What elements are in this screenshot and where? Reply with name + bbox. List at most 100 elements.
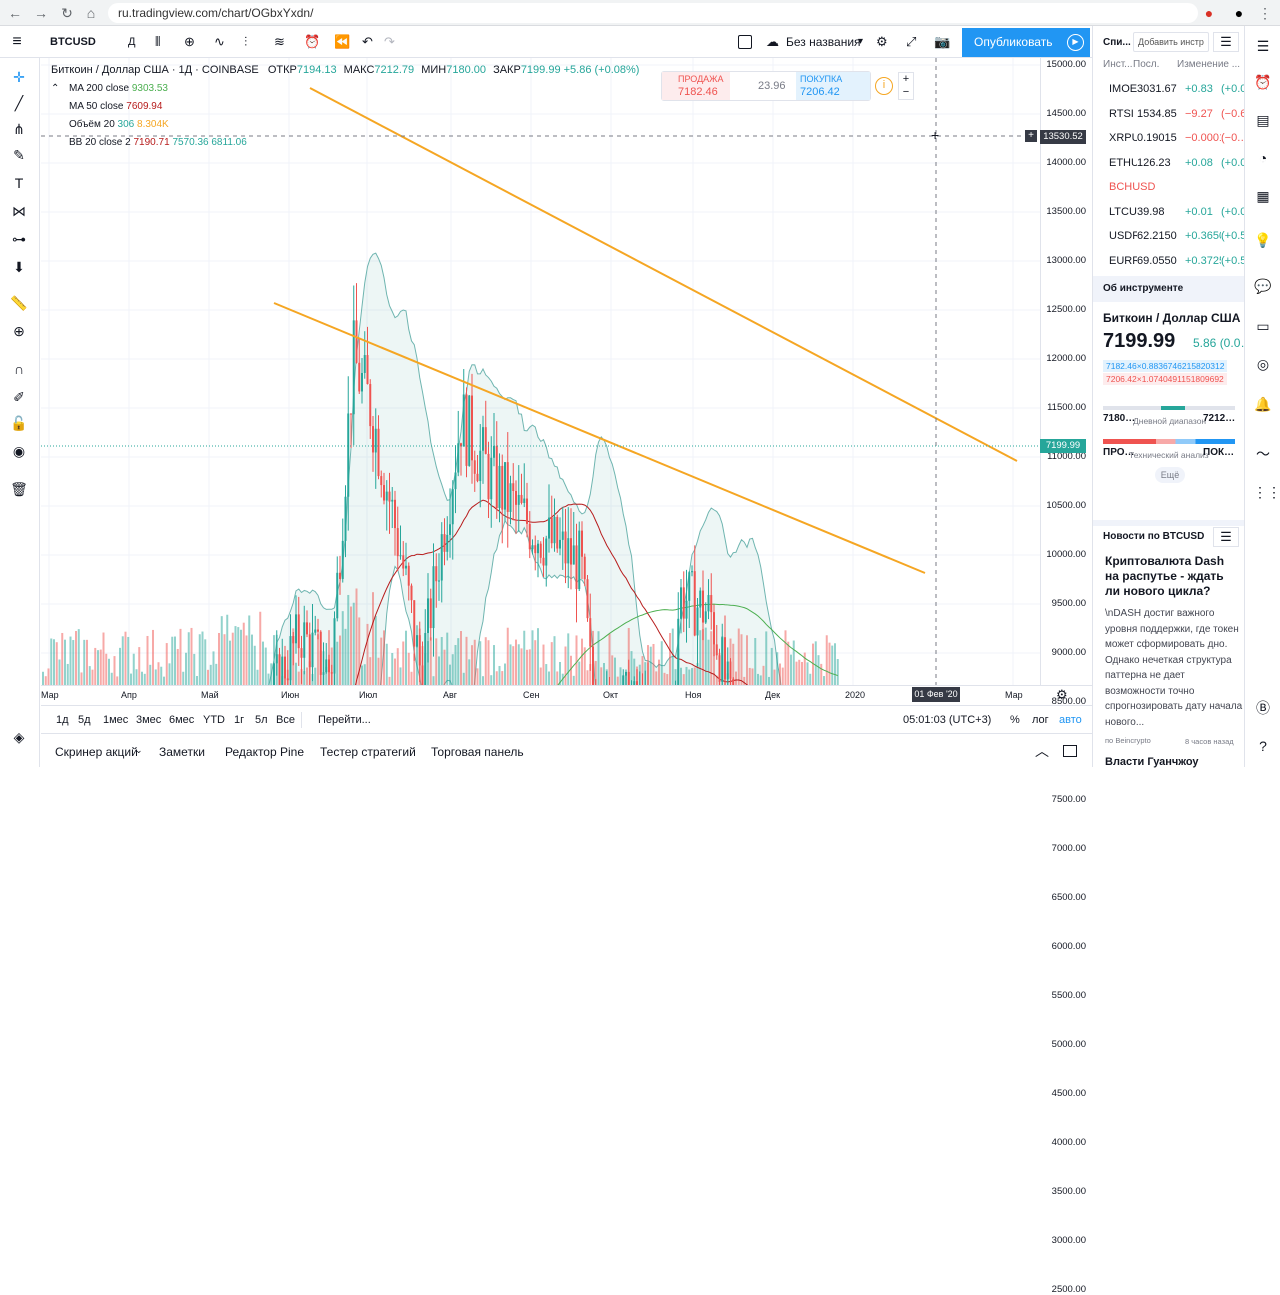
data-window-icon[interactable]: ▤ — [1256, 112, 1270, 128]
undo-icon[interactable]: ↶ — [362, 34, 373, 49]
layout-name[interactable]: Без названия — [786, 35, 861, 49]
profile-icon[interactable]: ● — [1234, 5, 1244, 21]
indicators-icon[interactable]: ∿ — [214, 34, 225, 49]
trash-icon[interactable]: 🗑 — [10, 481, 28, 497]
trendline-icon[interactable]: ╱ — [14, 95, 24, 111]
watchlist-icon[interactable]: ☰ — [1256, 38, 1270, 54]
extension-icon[interactable]: ● — [1204, 5, 1214, 21]
panel-tab[interactable]: Заметки — [159, 745, 205, 759]
clock[interactable]: 05:01:03 (UTC+3) — [903, 714, 992, 726]
back-icon[interactable]: ← — [8, 5, 22, 21]
panel-tab[interactable]: Тестер стратегий — [320, 745, 416, 759]
camera-icon[interactable]: 📷 — [934, 34, 951, 49]
candles-icon[interactable]: ⫴ — [155, 34, 161, 49]
financials-icon[interactable]: ⫶ — [244, 34, 248, 49]
layers-icon[interactable]: ◈ — [13, 729, 25, 745]
range-1мес[interactable]: 1мес — [103, 714, 129, 726]
magnet-icon[interactable]: ∩ — [13, 361, 25, 377]
menu-dots-icon[interactable]: ⋮ — [1258, 5, 1272, 21]
chart-canvas[interactable]: + — [41, 58, 1040, 1291]
time-scale[interactable]: Мар Апр Май Июн Июл Авг Сен Окт Ноя Дек 2020 Мар — [41, 685, 1092, 705]
chat-icon[interactable]: 💬 — [1254, 278, 1272, 294]
ideas-icon[interactable]: 💡 — [1254, 232, 1272, 248]
add-indicator-icon[interactable]: ⊕ — [184, 34, 195, 49]
range-Все[interactable]: Все — [276, 714, 295, 726]
lock-icon[interactable]: 🔓 — [10, 415, 28, 431]
maximize-panel-icon[interactable] — [1063, 745, 1077, 757]
home-icon[interactable]: ⌂ — [86, 5, 96, 21]
col-last[interactable]: Посл. — [1133, 59, 1160, 70]
range-1г[interactable]: 1г — [234, 714, 245, 726]
log-toggle[interactable]: лог — [1032, 714, 1049, 726]
legend-ma200[interactable]: MA 200 close 9303.53 — [69, 83, 168, 94]
alert-icon[interactable]: ⏰ — [304, 34, 321, 49]
fib-icon[interactable]: ⋔ — [13, 121, 25, 137]
text-icon[interactable]: T — [14, 175, 24, 191]
hamburger-icon[interactable]: ≡ — [12, 33, 22, 50]
add-alert-icon[interactable]: + — [1025, 130, 1037, 142]
collapse-icon[interactable]: ⌃ — [51, 83, 60, 94]
price-scale[interactable]: 15000.00 14500.00 14000.00 13500.00 13000.00… — [1040, 58, 1092, 1295]
watchlist-row[interactable]: USDRUB62.2150+0.3650(+0.5… — [1093, 227, 1251, 249]
chevron-down-icon[interactable]: ⌄ — [135, 745, 143, 755]
info-icon[interactable]: i — [875, 77, 893, 95]
more-button[interactable]: Ещё — [1155, 467, 1185, 483]
col-symbol[interactable]: Инст... — [1103, 59, 1133, 70]
watchlist-row[interactable]: EURRUB69.0550+0.3725(+0.5… — [1093, 252, 1251, 274]
percent-toggle[interactable]: % — [1010, 714, 1020, 726]
ruler-icon[interactable]: 📏 — [10, 295, 28, 311]
replay-icon[interactable]: ⏪ — [334, 34, 351, 49]
range-3мес[interactable]: 3мес — [136, 714, 162, 726]
panel-tab[interactable]: Скринер акций — [55, 745, 138, 759]
object-tree-icon[interactable]: ⋮⋮ — [1253, 484, 1280, 500]
publish-button[interactable]: Опубликовать ▶ — [962, 28, 1090, 57]
play-icon[interactable]: ▶ — [1067, 34, 1084, 51]
prediction-icon[interactable]: ⊶ — [12, 231, 26, 247]
legend-ma50[interactable]: MA 50 close 7609.94 — [69, 101, 163, 112]
gear-icon[interactable]: ⚙ — [1056, 687, 1068, 702]
chevron-down-icon[interactable]: ▾ — [858, 36, 864, 47]
alerts-icon[interactable]: ⏰ — [1254, 74, 1272, 90]
panel-tab[interactable]: Торговая панель — [431, 745, 524, 759]
interval-button[interactable]: Д — [128, 36, 136, 48]
news-menu-icon[interactable]: ☰ — [1213, 527, 1239, 547]
reload-icon[interactable]: ↻ — [61, 5, 73, 21]
legend-volume[interactable]: Объём 20 306 8.304K — [69, 119, 169, 130]
notifications-icon[interactable]: 🔔 — [1254, 396, 1272, 412]
add-symbol-input[interactable]: Добавить инстр — [1133, 32, 1209, 52]
fullscreen-box-icon[interactable] — [738, 35, 752, 49]
quantity-stepper[interactable]: + − — [898, 72, 914, 100]
gear-icon[interactable]: ⚙ — [876, 34, 888, 49]
crosshair-icon[interactable]: ✛ — [13, 69, 25, 85]
calendar-icon[interactable]: ▦ — [1256, 188, 1270, 204]
goto-button[interactable]: Перейти... — [318, 714, 371, 726]
news-headline[interactable]: Криптовалюта Dash на распутье - ждать ли… — [1105, 554, 1225, 598]
sell-button[interactable]: ПРОДАЖА 7182.46 — [662, 72, 730, 100]
address-bar[interactable]: ru.tradingview.com/chart/OGbxYxdn/ — [108, 3, 1198, 23]
watchlist-row[interactable]: BCHUSD — [1093, 178, 1245, 200]
trading-icon[interactable]: 〜 — [1256, 446, 1270, 462]
range-1д[interactable]: 1д — [56, 714, 69, 726]
chevron-up-icon[interactable]: ︿ — [1035, 743, 1049, 759]
help-icon[interactable]: ? — [1259, 738, 1267, 754]
chart-area[interactable]: + Биткоин / Доллар США · 1Д · COINBASE О… — [41, 58, 1040, 1291]
col-change[interactable]: Изменение ... — [1177, 59, 1241, 70]
zoom-icon[interactable]: ⊕ — [13, 323, 25, 339]
maximize-icon[interactable]: ⤢ — [906, 34, 917, 49]
forward-icon[interactable]: → — [34, 5, 48, 21]
range-YTD[interactable]: YTD — [203, 714, 225, 726]
auto-toggle[interactable]: авто — [1059, 714, 1082, 726]
redo-icon[interactable]: ↷ — [384, 34, 395, 49]
buy-button[interactable]: ПОКУПКА 7206.42 — [796, 72, 870, 100]
watchlist-title[interactable]: Спи... — [1103, 37, 1131, 48]
messages-icon[interactable]: ▭ — [1256, 318, 1270, 334]
news-next-headline[interactable]: Власти Гуанчжоу — [1105, 756, 1199, 768]
range-6мес[interactable]: 6мес — [169, 714, 195, 726]
eye-icon[interactable]: ◉ — [12, 443, 26, 459]
pattern-icon[interactable]: ⋈ — [12, 203, 26, 219]
brush-icon[interactable]: ✎ — [13, 147, 25, 163]
